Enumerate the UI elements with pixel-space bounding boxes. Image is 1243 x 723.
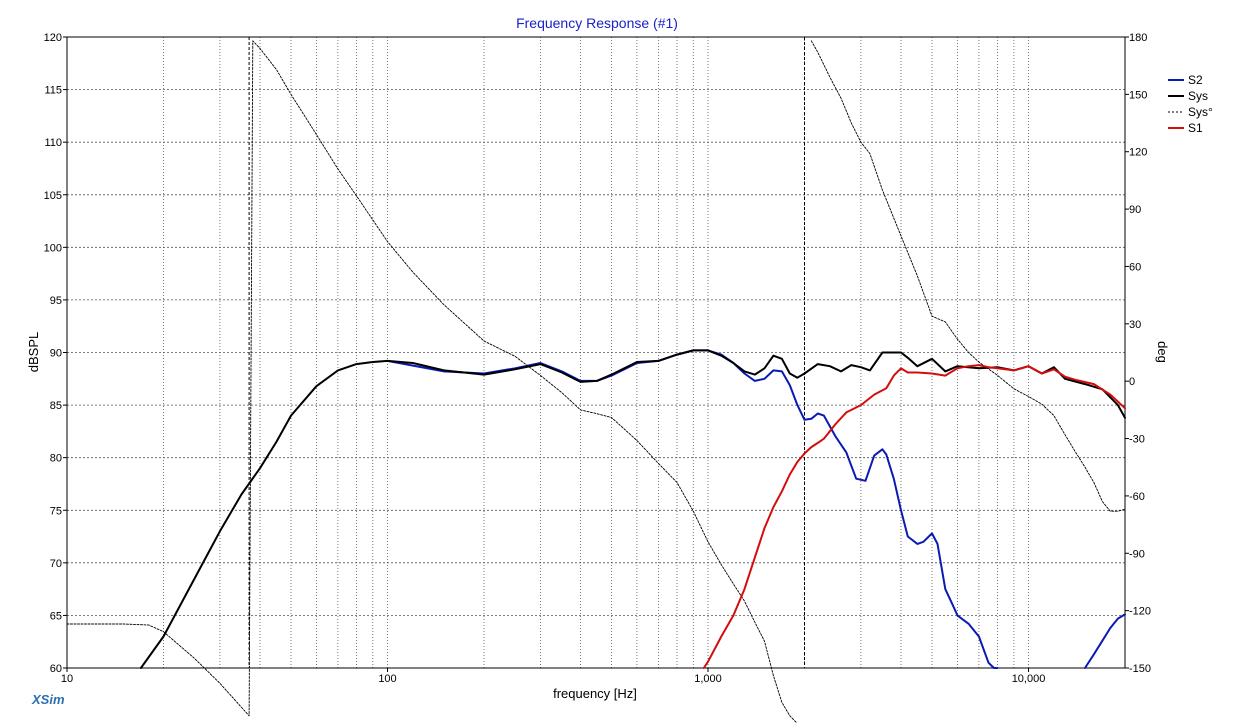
y2-tick-label: 120 (1129, 147, 1147, 159)
legend-label: Sys (1188, 89, 1208, 103)
series-group (66, 40, 1126, 723)
axes: 6065707580859095100105110115120-150-120-… (44, 32, 1151, 685)
y-tick-label: 80 (50, 453, 62, 465)
x-tick-label: 100 (378, 673, 396, 685)
grid (67, 37, 1125, 668)
chart-title: Frequency Response (#1) (516, 15, 678, 31)
x-tick-label: 1,000 (694, 673, 722, 685)
series-line-s2-1 (1084, 613, 1126, 669)
y-tick-label: 85 (50, 400, 62, 412)
y-tick-label: 60 (50, 663, 62, 675)
y-tick-label: 95 (50, 295, 62, 307)
app-brand: XSim (32, 692, 65, 707)
y-tick-label: 120 (44, 32, 62, 44)
y-tick-label: 65 (50, 610, 62, 622)
y-tick-label: 90 (50, 348, 62, 360)
y-tick-label: 75 (50, 505, 62, 517)
x-tick-label: 10 (61, 673, 73, 685)
legend-label: S1 (1188, 121, 1203, 135)
legend-label: S2 (1188, 73, 1203, 87)
y2-tick-label: -30 (1129, 434, 1145, 446)
y2-tick-label: -90 (1129, 548, 1145, 560)
series-line-sys-2 (139, 349, 1126, 669)
y-tick-label: 100 (44, 242, 62, 254)
x-axis-label: frequency [Hz] (553, 686, 637, 701)
y2-tick-label: -150 (1129, 663, 1151, 675)
y2-tick-label: 90 (1129, 204, 1141, 216)
x-tick-label: 10,000 (1012, 673, 1046, 685)
y2-tick-label: -120 (1129, 606, 1151, 618)
series-line-sys-4 (810, 40, 1126, 512)
y2-axis-label: deg (1155, 341, 1170, 363)
legend-label: Sys° (1188, 105, 1213, 119)
y2-tick-label: 150 (1129, 89, 1147, 101)
series-line-s1-5 (702, 364, 1126, 669)
y-tick-label: 105 (44, 190, 62, 202)
y-axis-label: dBSPL (26, 332, 41, 372)
series-line-sys-3 (66, 40, 798, 723)
y2-tick-label: 180 (1129, 32, 1147, 44)
y2-tick-label: 30 (1129, 319, 1141, 331)
y-tick-label: 70 (50, 558, 62, 570)
y-tick-label: 110 (44, 137, 62, 149)
y2-tick-label: -60 (1129, 491, 1145, 503)
legend: S2 Sys Sys° S1 (1168, 73, 1213, 135)
y2-tick-label: 0 (1129, 376, 1135, 388)
y-tick-label: 115 (44, 85, 62, 97)
y2-tick-label: 60 (1129, 261, 1141, 273)
